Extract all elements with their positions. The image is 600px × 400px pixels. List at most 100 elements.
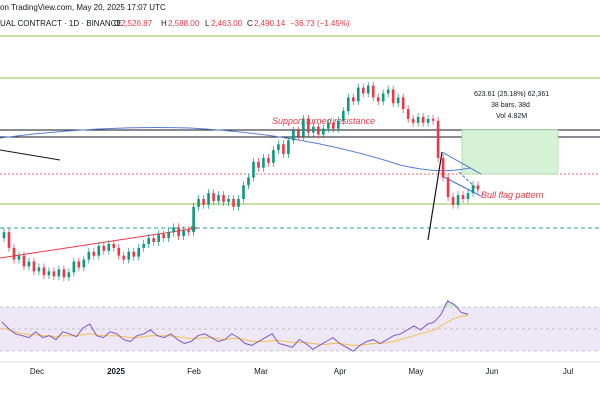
candle-body [356,87,360,102]
bull-flag-label: Bull flag pattern [481,190,544,200]
candle-body [232,199,235,207]
moving-average-line [0,127,471,172]
candle-body [411,118,415,123]
ohlc-change: −36.73 (−1.45%) [290,19,350,28]
candle-body [62,269,66,278]
candle-body [257,161,260,168]
left-trendline [0,149,61,161]
candle-body [322,128,325,135]
ohlc-low-label: L [205,19,210,28]
candle-body [302,118,305,137]
candle-body [72,261,76,273]
candle-body [37,267,41,272]
candle-body [87,251,91,260]
candle-body [426,118,430,123]
candle-body [451,197,455,205]
candle-body [187,230,190,233]
ohlc-close-value: 2,490.14 [254,19,286,28]
ohlc-open-label: O [114,19,120,28]
measure-line2: 38 bars, 38d [491,102,530,109]
candles-group [2,81,480,282]
candle-body [182,230,185,237]
target-zone-box [461,129,559,175]
candle-body [82,259,86,268]
candle-body [287,140,290,155]
candle-body [366,85,370,94]
candle-body [92,251,96,256]
x-tick-label: Apr [334,367,347,376]
candle-body [47,271,51,276]
x-tick-label: Dec [30,367,44,376]
x-tick-label: Feb [187,367,201,376]
candle-body [406,109,410,119]
candle-body [376,97,380,102]
candle-body [192,206,195,233]
candle-body [267,157,270,163]
candle-body [381,93,385,102]
published-line: on TradingView.com, May 20, 2025 17:07 U… [0,3,166,12]
candle-body [416,116,420,123]
ohlc-low-value: 2,463.00 [211,19,243,28]
candle-body [436,120,440,158]
candle-body [212,193,215,201]
candle-body [262,157,265,168]
ohlc-high-value: 2,588.00 [168,19,200,28]
candle-body [237,199,240,207]
candle-body [227,199,230,202]
candle-body [361,87,365,94]
flag-pole-line [427,151,443,241]
candle-body [152,238,155,242]
ohlc-high-label: H [161,19,167,28]
candle-body [466,193,470,199]
candle-body [102,245,106,251]
x-axis-ticks: Dec 2025 Feb Mar Apr May Jun Jul [30,367,573,376]
candle-body [172,227,175,233]
candle-body [242,185,245,199]
ohlc-open-value: 2,526.87 [121,19,153,28]
candle-body [132,251,136,257]
candle-body [32,261,36,272]
candle-body [222,195,225,202]
candle-body [476,185,480,190]
candle-body [401,97,405,110]
x-tick-label: Mar [254,367,268,376]
candle-body [471,185,475,194]
candle-body [177,227,180,237]
candle-body [346,97,350,112]
candle-body [42,267,46,276]
candle-body [332,122,335,129]
candle-body [461,195,465,199]
candle-body [277,144,280,151]
candle-body [391,89,395,104]
flag-upper-line [441,151,482,175]
rsi-overbought-fill [434,300,468,307]
candle-body [217,195,220,201]
candle-body [127,251,131,260]
candle-body [67,272,71,278]
candle-body [307,118,310,133]
candle-body [247,177,250,186]
candle-body [22,255,26,267]
candle-body [112,243,116,248]
candle-body [52,271,56,277]
candle-body [431,118,435,121]
candle-body [77,261,81,268]
x-tick-label: May [408,367,423,376]
candle-body [162,234,165,239]
candle-body [421,116,425,123]
rsi-ma-line [1,314,469,346]
candle-body [207,193,210,205]
candle-body [341,111,345,121]
candle-body [351,97,355,102]
candle-body [27,261,31,267]
candle-body [7,232,11,248]
candle-body [252,161,255,178]
measure-line3: Vol 4.82M [496,113,527,120]
candle-body [386,89,390,94]
candle-body [317,126,320,135]
candle-body [107,243,111,251]
candle-body [292,130,295,141]
candle-body [456,195,460,205]
candle-body [327,122,330,129]
support-resistance-label: Support turned resistance [272,116,375,126]
